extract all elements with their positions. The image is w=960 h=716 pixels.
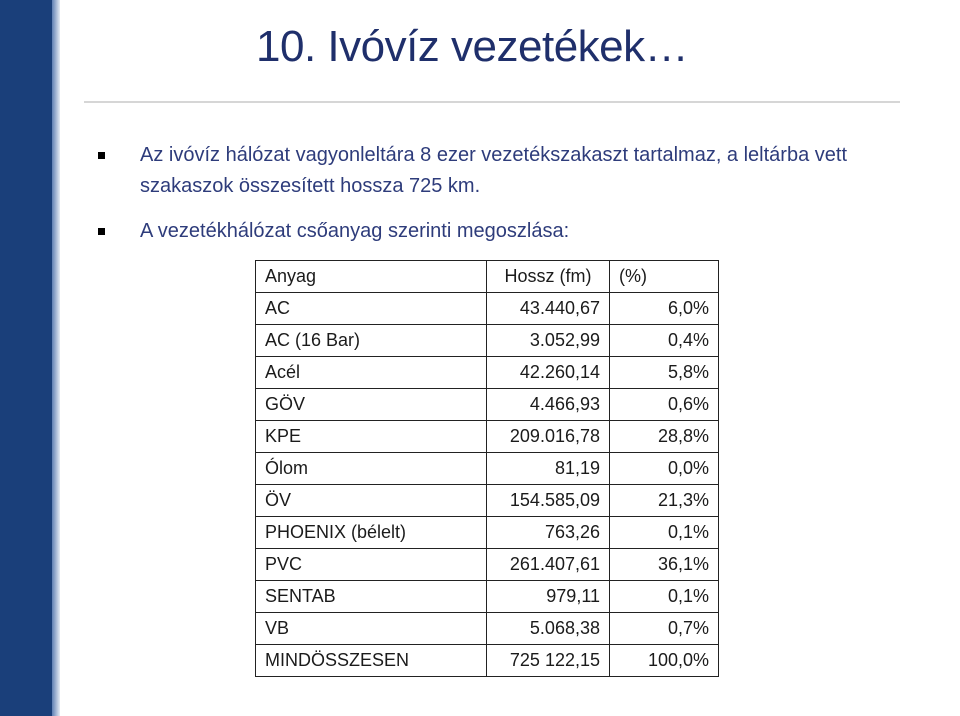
- column-header-material: Anyag: [255, 260, 487, 293]
- table-row: KPE 209.016,78 28,8%: [255, 420, 719, 453]
- cell-percent: 0,6%: [609, 388, 719, 421]
- cell-material: KPE: [255, 420, 487, 453]
- bullet-marker: [98, 152, 105, 159]
- cell-length: 81,19: [486, 452, 610, 485]
- title-divider: [84, 101, 900, 103]
- table-row: AC (16 Bar) 3.052,99 0,4%: [255, 324, 719, 357]
- cell-material: Acél: [255, 356, 487, 389]
- cell-percent: 0,7%: [609, 612, 719, 645]
- left-accent-bar: [0, 0, 52, 716]
- cell-material: PHOENIX (bélelt): [255, 516, 487, 549]
- cell-percent: 5,8%: [609, 356, 719, 389]
- cell-percent: 28,8%: [609, 420, 719, 453]
- table-row: Ólom 81,19 0,0%: [255, 452, 719, 485]
- cell-length: 261.407,61: [486, 548, 610, 581]
- bullet-marker: [98, 228, 105, 235]
- cell-length: 3.052,99: [486, 324, 610, 357]
- cell-percent: 0,0%: [609, 452, 719, 485]
- cell-length: 154.585,09: [486, 484, 610, 517]
- cell-percent: 0,1%: [609, 516, 719, 549]
- cell-material: PVC: [255, 548, 487, 581]
- cell-length-total: 725 122,15: [486, 644, 610, 677]
- cell-percent: 0,4%: [609, 324, 719, 357]
- cell-material-total: MINDÖSSZESEN: [255, 644, 487, 677]
- cell-material: AC: [255, 292, 487, 325]
- column-header-percent: (%): [609, 260, 719, 293]
- column-header-length: Hossz (fm): [486, 260, 610, 293]
- cell-length: 42.260,14: [486, 356, 610, 389]
- cell-percent: 6,0%: [609, 292, 719, 325]
- table-row: SENTAB 979,11 0,1%: [255, 580, 719, 613]
- pipe-material-table: Anyag Hossz (fm) (%) AC 43.440,67 6,0% A…: [255, 260, 719, 677]
- cell-length: 43.440,67: [486, 292, 610, 325]
- table-row: PVC 261.407,61 36,1%: [255, 548, 719, 581]
- cell-length: 209.016,78: [486, 420, 610, 453]
- table-row: PHOENIX (bélelt) 763,26 0,1%: [255, 516, 719, 549]
- cell-material: Ólom: [255, 452, 487, 485]
- cell-length: 4.466,93: [486, 388, 610, 421]
- cell-material: GÖV: [255, 388, 487, 421]
- cell-material: AC (16 Bar): [255, 324, 487, 357]
- table-row: ÖV 154.585,09 21,3%: [255, 484, 719, 517]
- table-total-row: MINDÖSSZESEN 725 122,15 100,0%: [255, 644, 719, 677]
- table-row: Acél 42.260,14 5,8%: [255, 356, 719, 389]
- bullet-text-inventory: Az ivóvíz hálózat vagyonleltára 8 ezer v…: [140, 144, 848, 197]
- table-row: AC 43.440,67 6,0%: [255, 292, 719, 325]
- cell-material: ÖV: [255, 484, 487, 517]
- cell-percent: 0,1%: [609, 580, 719, 613]
- bullet-text-distribution: A vezetékhálózat csőanyag szerinti megos…: [140, 220, 570, 242]
- cell-percent-total: 100,0%: [609, 644, 719, 677]
- table-row: VB 5.068,38 0,7%: [255, 612, 719, 645]
- cell-length: 763,26: [486, 516, 610, 549]
- slide-title: 10. Ivóvíz vezetékek…: [256, 22, 689, 71]
- cell-percent: 36,1%: [609, 548, 719, 581]
- cell-material: VB: [255, 612, 487, 645]
- cell-percent: 21,3%: [609, 484, 719, 517]
- left-accent-stripe: [52, 0, 60, 716]
- table-header-row: Anyag Hossz (fm) (%): [255, 260, 719, 293]
- cell-length: 979,11: [486, 580, 610, 613]
- cell-length: 5.068,38: [486, 612, 610, 645]
- table-row: GÖV 4.466,93 0,6%: [255, 388, 719, 421]
- cell-material: SENTAB: [255, 580, 487, 613]
